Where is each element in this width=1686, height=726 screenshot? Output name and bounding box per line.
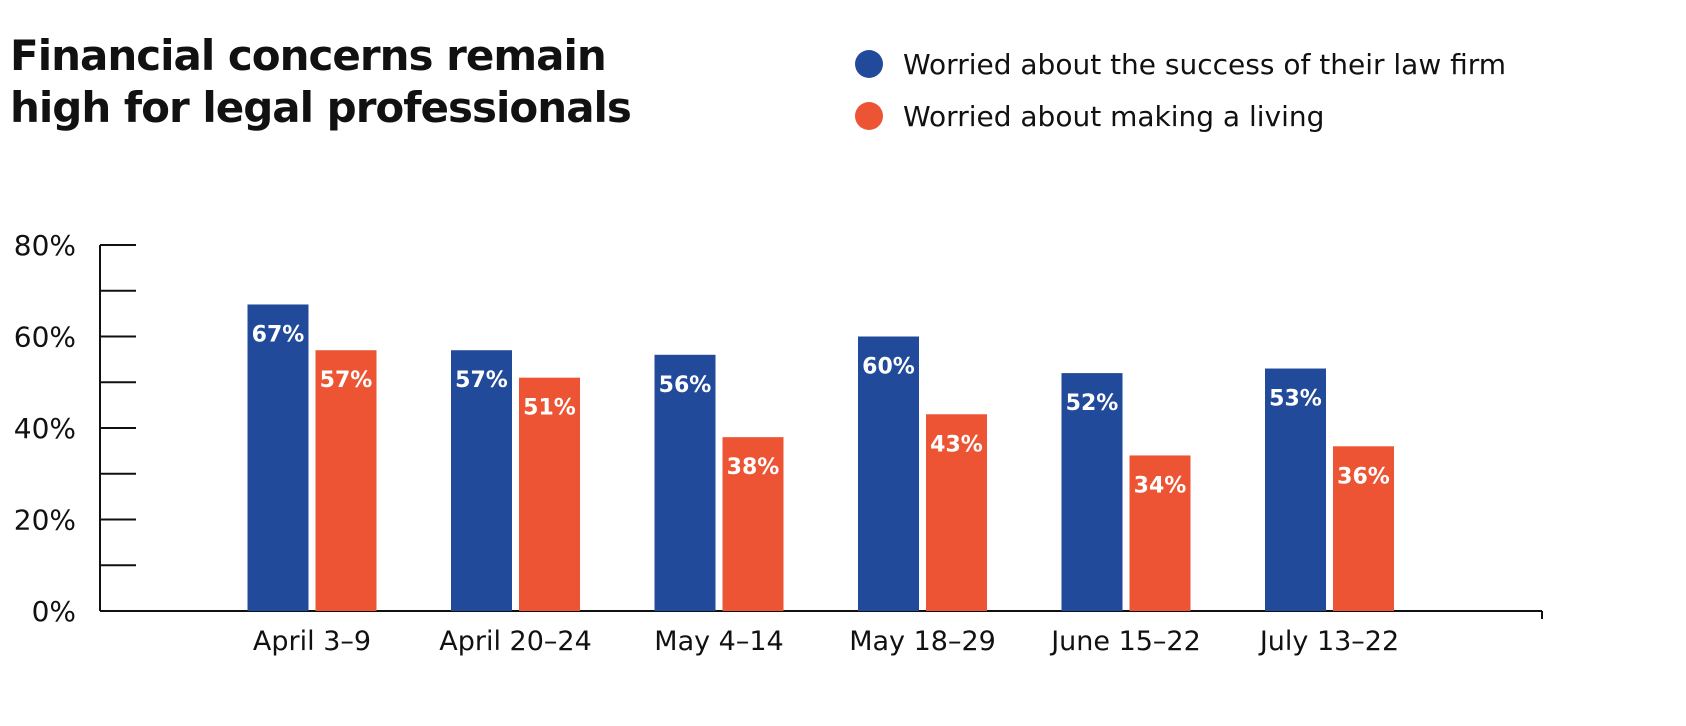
legend-label-firm-success: Worried about the success of their law f… [903,47,1507,81]
data-label-making-living: 51% [523,396,576,421]
legend-item-making-living: Worried about making a living [855,90,1506,142]
bar-firm-success [247,304,309,611]
chart-title: Financial concerns remain high for legal… [10,30,830,134]
x-category-label: June 15–22 [1049,626,1201,657]
bar-making-living [1333,446,1394,611]
data-label-firm-success: 56% [659,373,712,398]
legend-swatch-firm-success [855,50,883,78]
x-category-label: May 18–29 [849,626,996,657]
bar-firm-success [1265,368,1326,611]
bar-making-living [519,377,580,611]
y-tick-label: 80% [14,229,76,262]
bar-firm-success [451,350,512,611]
bar-making-living [722,437,784,611]
legend-item-firm-success: Worried about the success of their law f… [855,38,1506,90]
chart-title-line-2: high for legal professionals [10,83,632,132]
legend-label-making-living: Worried about making a living [903,99,1325,133]
data-label-firm-success: 67% [252,322,305,347]
y-tick-label: 20% [14,504,76,537]
data-label-firm-success: 52% [1066,391,1119,416]
bar-firm-success [858,336,919,611]
x-category-label: May 4–14 [654,626,783,657]
data-label-making-living: 43% [930,432,983,457]
y-tick-label: 40% [14,412,76,445]
bar-making-living [1129,455,1191,611]
chart-title-line-1: Financial concerns remain [10,31,607,80]
bar-making-living [926,414,987,611]
bar-making-living [315,350,377,611]
data-label-making-living: 57% [320,368,373,393]
y-tick-label: 0% [32,595,76,628]
x-category-label: April 3–9 [253,626,371,657]
data-label-making-living: 34% [1134,473,1187,498]
x-category-label: April 20–24 [439,626,592,657]
data-label-firm-success: 57% [455,368,508,393]
data-label-making-living: 36% [1337,464,1390,489]
y-tick-label: 60% [14,321,76,354]
bar-firm-success [654,354,716,611]
legend: Worried about the success of their law f… [855,38,1506,142]
data-label-firm-success: 53% [1269,387,1322,412]
data-label-making-living: 38% [727,455,780,480]
bar-firm-success [1061,373,1123,611]
x-category-label: July 13–22 [1258,626,1399,657]
legend-swatch-making-living [855,102,883,130]
data-label-firm-success: 60% [862,355,915,380]
